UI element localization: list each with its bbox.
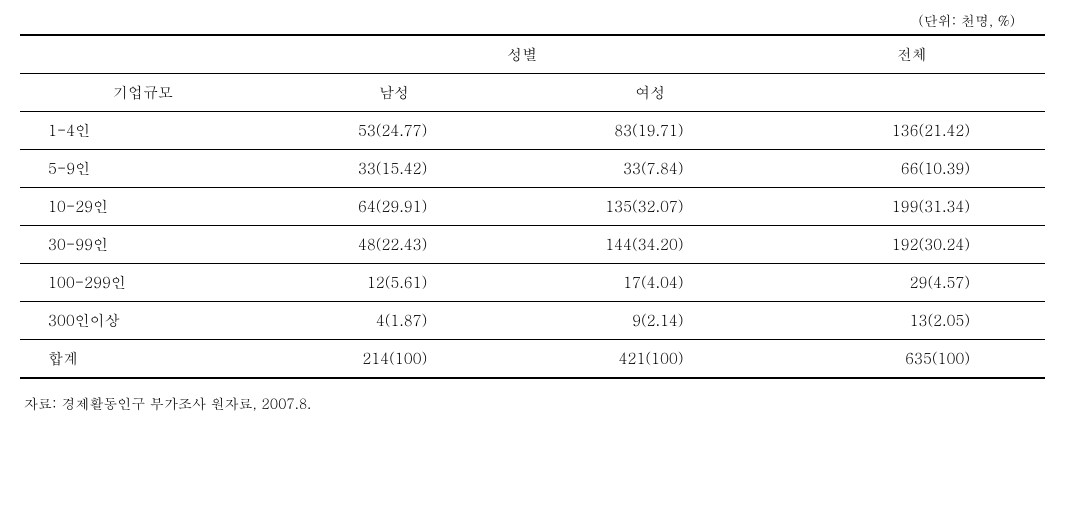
cell-label: 100-299인 — [20, 264, 266, 302]
cell-total: 13(2.05) — [779, 302, 1046, 340]
cell-total: 29(4.57) — [779, 264, 1046, 302]
cell-label: 300인이상 — [20, 302, 266, 340]
source-note: 자료: 경제활동인구 부가조사 원자료, 2007.8. — [20, 393, 1045, 413]
cell-label: 합계 — [20, 340, 266, 379]
header-male: 남성 — [266, 74, 522, 112]
table-row: 100-299인12(5.61)17(4.04)29(4.57) — [20, 264, 1045, 302]
header-gender-group: 성별 — [266, 35, 779, 74]
cell-female: 9(2.14) — [522, 302, 778, 340]
cell-male: 214(100) — [266, 340, 522, 379]
unit-label: (단위: 천명, %) — [20, 10, 1045, 30]
table-row: 10-29인64(29.91)135(32.07)199(31.34) — [20, 188, 1045, 226]
cell-female: 421(100) — [522, 340, 778, 379]
cell-total: 199(31.34) — [779, 188, 1046, 226]
cell-label: 10-29인 — [20, 188, 266, 226]
cell-female: 83(19.71) — [522, 112, 778, 150]
cell-female: 135(32.07) — [522, 188, 778, 226]
cell-label: 1-4인 — [20, 112, 266, 150]
cell-total: 136(21.42) — [779, 112, 1046, 150]
header-row-1: 성별 전체 — [20, 35, 1045, 74]
cell-male: 33(15.42) — [266, 150, 522, 188]
header-row-2: 기업규모 남성 여성 — [20, 74, 1045, 112]
cell-male: 64(29.91) — [266, 188, 522, 226]
cell-female: 33(7.84) — [522, 150, 778, 188]
data-table: 성별 전체 기업규모 남성 여성 1-4인53(24.77)83(19.71)1… — [20, 34, 1045, 379]
cell-label: 30-99인 — [20, 226, 266, 264]
header-empty — [20, 35, 266, 74]
header-total-blank — [779, 74, 1046, 112]
table-row: 1-4인53(24.77)83(19.71)136(21.42) — [20, 112, 1045, 150]
cell-male: 4(1.87) — [266, 302, 522, 340]
cell-female: 144(34.20) — [522, 226, 778, 264]
header-company-size: 기업규모 — [20, 74, 266, 112]
cell-female: 17(4.04) — [522, 264, 778, 302]
cell-total: 66(10.39) — [779, 150, 1046, 188]
table-row: 5-9인33(15.42)33(7.84)66(10.39) — [20, 150, 1045, 188]
table-row: 합계214(100)421(100)635(100) — [20, 340, 1045, 379]
header-total: 전체 — [779, 35, 1046, 74]
cell-male: 48(22.43) — [266, 226, 522, 264]
cell-label: 5-9인 — [20, 150, 266, 188]
cell-male: 12(5.61) — [266, 264, 522, 302]
cell-male: 53(24.77) — [266, 112, 522, 150]
cell-total: 635(100) — [779, 340, 1046, 379]
header-female: 여성 — [522, 74, 778, 112]
cell-total: 192(30.24) — [779, 226, 1046, 264]
table-row: 300인이상4(1.87)9(2.14)13(2.05) — [20, 302, 1045, 340]
table-row: 30-99인48(22.43)144(34.20)192(30.24) — [20, 226, 1045, 264]
